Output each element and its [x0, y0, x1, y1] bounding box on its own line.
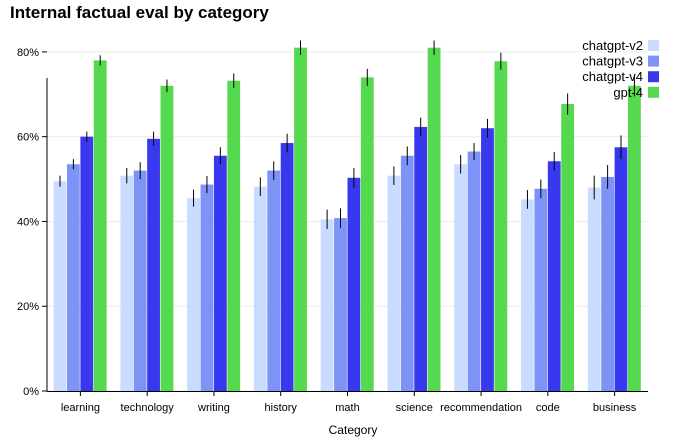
bar-chatgpt-v3-writing	[200, 184, 214, 391]
legend-swatch-chatgpt-v3	[648, 55, 659, 67]
y-tick-label: 40%	[17, 216, 39, 228]
bar-chatgpt-v2-math	[320, 219, 334, 391]
legend-swatch-chatgpt-v4	[648, 71, 659, 83]
y-tick-label: 0%	[23, 386, 39, 398]
bar-chatgpt-v4-learning	[80, 136, 94, 391]
legend-swatch-gpt-4	[648, 86, 659, 98]
bar-chatgpt-v2-business	[587, 187, 601, 391]
x-tick-label: recommendation	[440, 402, 522, 414]
bar-chatgpt-v4-recommendation	[481, 128, 494, 392]
bars	[53, 47, 641, 392]
y-tick-label: 20%	[17, 301, 39, 313]
bar-gpt-4-code	[561, 104, 575, 392]
x-tick-label: writing	[197, 402, 230, 414]
chart-title: Internal factual eval by category	[10, 3, 269, 22]
legend-label-chatgpt-v4: chatgpt-v4	[582, 69, 643, 84]
y-tick-label: 80%	[17, 47, 39, 59]
bar-gpt-4-learning	[93, 60, 107, 392]
x-tick-label: science	[396, 402, 433, 414]
bar-chatgpt-v3-math	[334, 218, 347, 391]
bar-gpt-4-history	[294, 47, 307, 391]
bar-chatgpt-v3-learning	[66, 164, 80, 391]
bar-chatgpt-v2-code	[521, 199, 534, 391]
legend-label-chatgpt-v3: chatgpt-v3	[582, 54, 643, 69]
bar-chatgpt-v4-code	[547, 161, 561, 391]
x-tick-label: business	[593, 402, 637, 414]
bar-chatgpt-v3-technology	[133, 170, 147, 391]
x-tick-label: history	[265, 402, 298, 414]
bar-chatgpt-v2-science	[387, 175, 401, 391]
bar-chatgpt-v3-history	[267, 170, 281, 391]
bar-chatgpt-v3-recommendation	[467, 151, 481, 391]
bar-gpt-4-writing	[227, 80, 241, 392]
x-tick-label: technology	[121, 402, 175, 414]
x-tick-label: math	[335, 402, 359, 414]
legend-swatch-chatgpt-v2	[648, 40, 659, 51]
bar-chatgpt-v2-recommendation	[454, 164, 468, 391]
x-axis-label: Category	[329, 423, 378, 437]
bar-gpt-4-recommendation	[494, 61, 508, 391]
bar-chatgpt-v4-business	[614, 147, 628, 391]
bar-chatgpt-v2-writing	[187, 198, 200, 391]
axes: 0% 20% 40% 60% 80% learning technology writing h…	[17, 47, 648, 414]
error-bars	[59, 40, 635, 230]
bar-chatgpt-v4-science	[414, 126, 428, 391]
x-tick-label: code	[536, 402, 560, 414]
bar-gpt-4-math	[360, 77, 374, 391]
x-tick-label: learning	[61, 402, 100, 414]
bar-chatgpt-v3-science	[400, 155, 414, 391]
bar-gpt-4-technology	[160, 85, 174, 392]
bar-chatgpt-v4-math	[347, 177, 361, 391]
bar-gpt-4-science	[427, 47, 441, 391]
bar-chatgpt-v3-business	[601, 176, 615, 391]
legend-label-gpt-4: gpt-4	[613, 85, 643, 100]
bar-chatgpt-v4-technology	[147, 138, 160, 391]
bar-chatgpt-v2-technology	[120, 175, 134, 391]
bar-gpt-4-business	[628, 85, 641, 392]
legend-label-chatgpt-v2: chatgpt-v2	[582, 38, 643, 53]
y-tick-label: 60%	[17, 132, 39, 144]
bar-chatgpt-v2-learning	[53, 181, 67, 391]
bar-chatgpt-v4-writing	[213, 155, 227, 391]
bar-chatgpt-v3-code	[534, 188, 548, 391]
bar-chatgpt-v2-history	[253, 186, 267, 391]
bar-chatgpt-v4-history	[280, 143, 294, 391]
